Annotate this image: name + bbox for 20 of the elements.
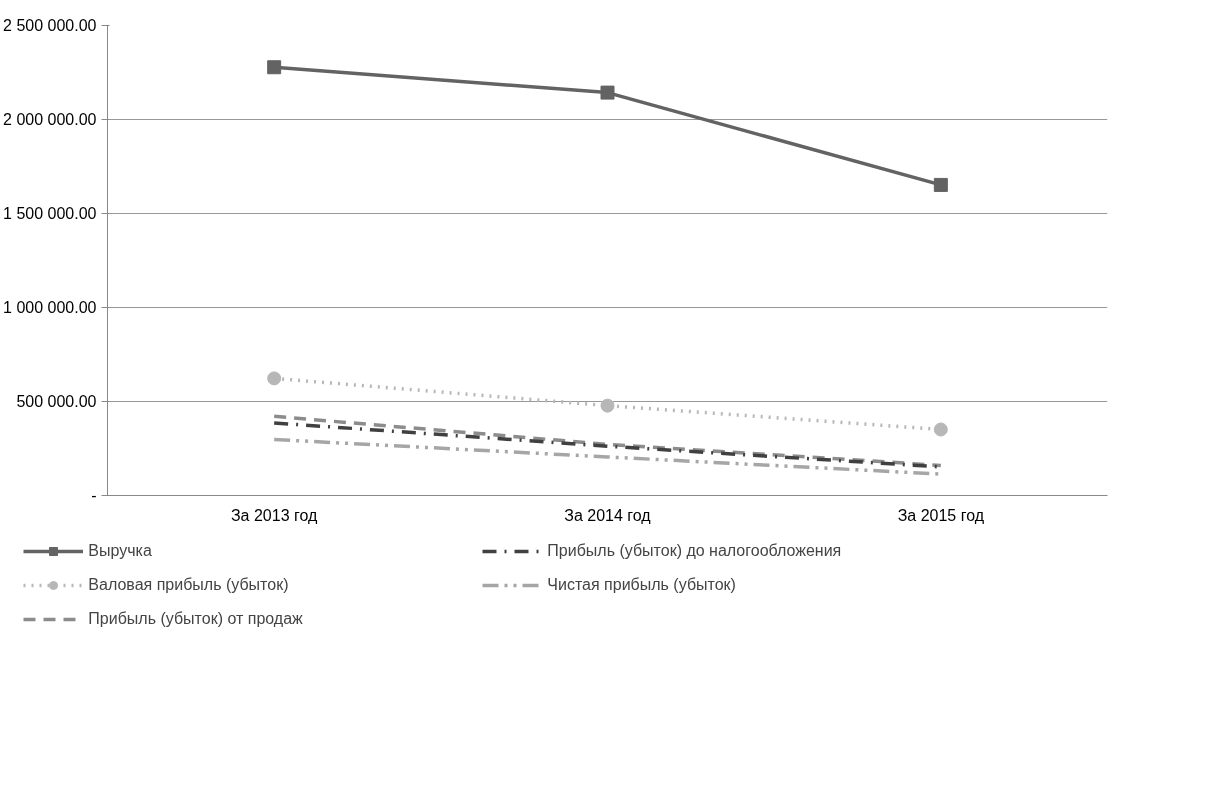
point [600,85,615,100]
point [933,422,948,437]
legend-label: Выручка [88,542,153,560]
y-tick-label: - [91,487,97,504]
point [933,177,948,192]
x-tick-label: За 2014 год [564,506,652,524]
y-tick-label: 2 000 000.00 [3,111,97,128]
legend-label: Прибыль (убыток) до налогообложения [547,542,843,560]
x-tick-label: За 2015 год [897,506,985,524]
point [600,398,615,413]
x-tick-label: За 2013 год [230,506,319,524]
point [267,60,282,75]
y-tick-label: 1 000 000.00 [3,299,97,316]
legend-label: Прибыль (убыток) от продаж [88,610,304,628]
y-tick-label: 500 000.00 [16,393,97,410]
y-tick-label: 1 500 000.00 [3,205,97,222]
point [267,371,282,386]
legend-label: Валовая прибыль (убыток) [88,576,290,594]
y-tick-label: 2 500 000.00 [3,17,97,34]
legend-label: Чистая прибыль (убыток) [547,576,737,594]
